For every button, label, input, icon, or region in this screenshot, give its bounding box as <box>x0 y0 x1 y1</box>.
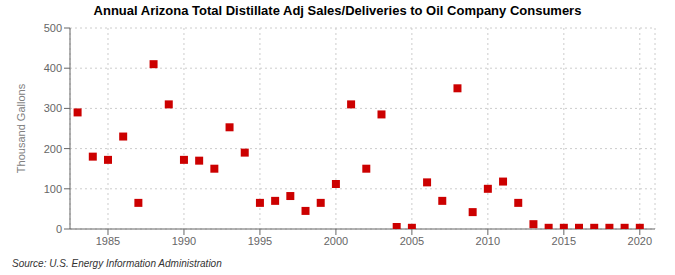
svg-text:Thousand Gallons: Thousand Gallons <box>15 83 27 173</box>
svg-text:200: 200 <box>44 143 62 155</box>
svg-text:2020: 2020 <box>628 235 652 247</box>
svg-text:300: 300 <box>44 102 62 114</box>
html-text:Annual Arizona Total Distillat: Annual Arizona Total Distillate Adj Sale… <box>93 3 582 18</box>
svg-text:1995: 1995 <box>248 235 272 247</box>
svg-text:500: 500 <box>44 22 62 34</box>
svg-text:2010: 2010 <box>476 235 500 247</box>
svg-text:0: 0 <box>56 223 62 235</box>
svg-text:2015: 2015 <box>552 235 576 247</box>
svg-text:400: 400 <box>44 62 62 74</box>
svg-text:1985: 1985 <box>96 235 120 247</box>
svg-text:2005: 2005 <box>400 235 424 247</box>
svg-text:2000: 2000 <box>324 235 348 247</box>
html-text:Source: U.S. Energy Informatio: Source: U.S. Energy Information Administ… <box>12 258 222 269</box>
svg-text:100: 100 <box>44 183 62 195</box>
svg-text:1990: 1990 <box>172 235 196 247</box>
